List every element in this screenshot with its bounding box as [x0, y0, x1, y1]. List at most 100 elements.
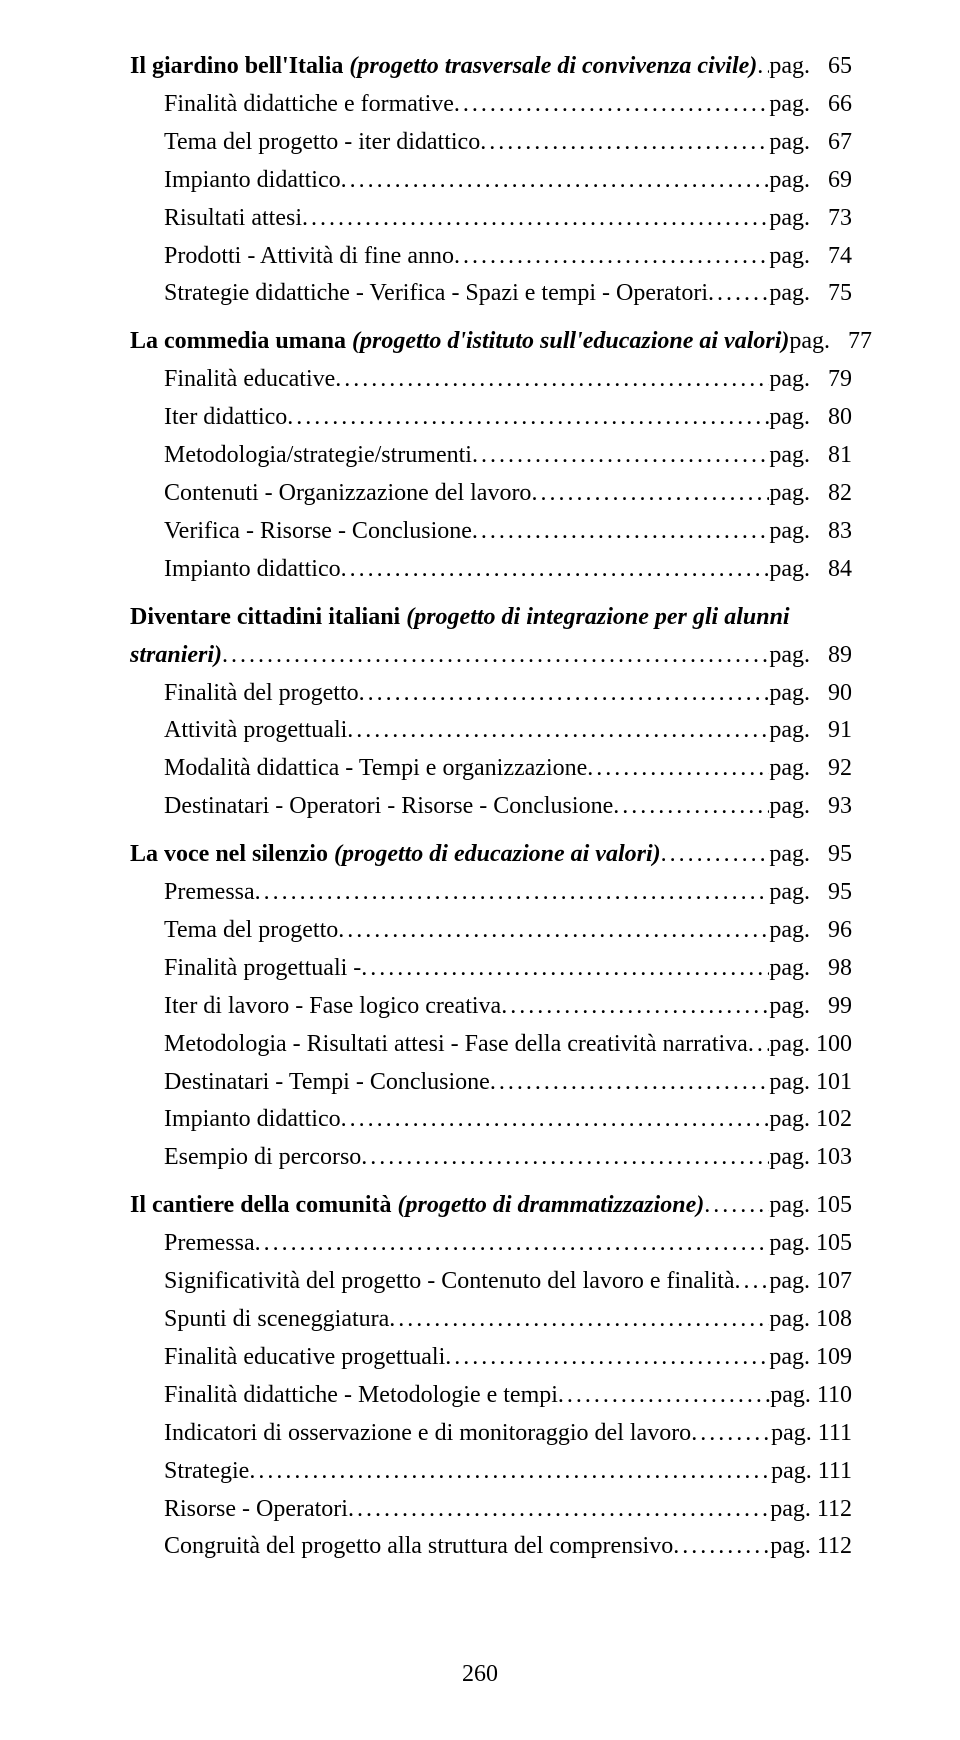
toc-page-ref: pag. 66: [769, 86, 852, 124]
toc-label: Impianto didattico: [164, 162, 341, 200]
toc-subitem: Finalità del progettopag. 90: [164, 675, 852, 713]
toc-subitem: Premessapag. 105: [164, 1225, 852, 1263]
toc-leader: [335, 361, 769, 399]
toc-section-head: La commedia umana (progetto d'istituto s…: [130, 323, 852, 361]
toc-label: Iter di lavoro - Fase logico creativa: [164, 988, 501, 1026]
toc-page-ref: pag. 73: [769, 200, 852, 238]
toc-label: Metodologia/strategie/strumenti: [164, 437, 472, 475]
toc-page-ref: pag. 89: [769, 637, 852, 675]
toc-leader: [661, 836, 770, 874]
toc-label: Il giardino bell'Italia (progetto trasve…: [130, 48, 757, 86]
toc-leader: [302, 200, 769, 238]
toc-label: Verifica - Risorse - Conclusione: [164, 513, 472, 551]
toc-page-ref: pag. 67: [769, 124, 852, 162]
toc-page-ref: pag. 65: [769, 48, 852, 86]
toc-leader: [531, 475, 769, 513]
toc-leader: [361, 950, 769, 988]
toc-label: Strategie didattiche - Verifica - Spazi …: [164, 275, 708, 313]
toc-leader: [348, 1491, 770, 1529]
toc-page-ref: pag. 107: [769, 1263, 852, 1301]
toc-label: Significatività del progetto - Contenuto…: [164, 1263, 735, 1301]
toc-page-ref: pag. 79: [769, 361, 852, 399]
toc-label: Il cantiere della comunità (progetto di …: [130, 1187, 704, 1225]
toc-page-ref: pag. 90: [769, 675, 852, 713]
toc-label: Destinatari - Operatori - Risorse - Conc…: [164, 788, 613, 826]
toc-leader: [748, 1026, 770, 1064]
toc-label: Finalità educative: [164, 361, 335, 399]
toc-page-ref: pag. 112: [770, 1528, 852, 1566]
toc-page-ref: pag. 110: [770, 1377, 852, 1415]
toc-page-ref: pag. 100: [769, 1026, 852, 1064]
toc-leader: [338, 912, 769, 950]
toc-subitem: Indicatori di osservazione e di monitora…: [164, 1415, 852, 1453]
toc-leader: [341, 162, 770, 200]
toc-page-ref: pag. 74: [769, 238, 852, 276]
toc-leader: [249, 1453, 771, 1491]
toc-subitem: Risultati attesipag. 73: [164, 200, 852, 238]
toc-page-ref: pag. 99: [769, 988, 852, 1026]
toc-leader: [389, 1301, 769, 1339]
toc-label: Attività progettuali: [164, 712, 347, 750]
toc-section-head: Il cantiere della comunità (progetto di …: [130, 1187, 852, 1225]
toc-label: Strategie: [164, 1453, 249, 1491]
toc-leader: [341, 1101, 770, 1139]
toc-leader: [454, 238, 769, 276]
toc-subitem: Prodotti - Attività di fine annopag. 74: [164, 238, 852, 276]
toc-subitem: Iter didatticopag. 80: [164, 399, 852, 437]
toc-leader: [735, 1263, 770, 1301]
toc-leader: [347, 712, 769, 750]
toc-leader: [587, 750, 769, 788]
toc-body: Il giardino bell'Italia (progetto trasve…: [130, 48, 852, 1566]
toc-label: Modalità didattica - Tempi e organizzazi…: [164, 750, 587, 788]
toc-label: La voce nel silenzio (progetto di educaz…: [130, 836, 661, 874]
toc-subitem: Impianto didattico pag. 102: [164, 1101, 852, 1139]
toc-leader: [501, 988, 769, 1026]
toc-subitem: Finalità progettuali -pag. 98: [164, 950, 852, 988]
toc-page-ref: pag. 91: [769, 712, 852, 750]
toc-subitem: Impianto didattico pag. 69: [164, 162, 852, 200]
toc-label: Contenuti - Organizzazione del lavoro: [164, 475, 531, 513]
page-container: Il giardino bell'Italia (progetto trasve…: [0, 0, 960, 1740]
toc-label: Impianto didattico: [164, 1101, 341, 1139]
toc-subitem: Finalità didattiche - Metodologie e temp…: [164, 1377, 852, 1415]
toc-label: Destinatari - Tempi - Conclusione: [164, 1064, 490, 1102]
toc-leader: [361, 1139, 769, 1177]
toc-leader: [613, 788, 769, 826]
toc-leader: [472, 513, 769, 551]
toc-leader: [255, 874, 770, 912]
toc-page-ref: pag. 77: [789, 323, 872, 361]
toc-page-ref: pag. 108: [769, 1301, 852, 1339]
toc-page-ref: pag. 92: [769, 750, 852, 788]
toc-label: Finalità progettuali -: [164, 950, 361, 988]
toc-leader: [558, 1377, 770, 1415]
toc-section-head-cont: stranieri) pag. 89: [130, 637, 852, 675]
toc-label: Diventare cittadini italiani (progetto d…: [130, 599, 790, 637]
toc-subitem: Significatività del progetto - Contenuto…: [164, 1263, 852, 1301]
toc-leader: [359, 675, 770, 713]
toc-page-ref: pag. 83: [769, 513, 852, 551]
toc-subitem: Tema del progetto - iter didattico pag. 6…: [164, 124, 852, 162]
toc-leader: [454, 86, 769, 124]
toc-leader: [255, 1225, 770, 1263]
toc-label: Premessa: [164, 1225, 255, 1263]
toc-page-ref: pag. 102: [769, 1101, 852, 1139]
toc-label: Metodologia - Risultati attesi - Fase de…: [164, 1026, 748, 1064]
toc-page-ref: pag. 112: [770, 1491, 852, 1529]
toc-label: Esempio di percorso: [164, 1139, 361, 1177]
toc-page-ref: pag. 80: [769, 399, 852, 437]
toc-subitem: Attività progettuali pag. 91: [164, 712, 852, 750]
toc-subitem: Esempio di percorso pag. 103: [164, 1139, 852, 1177]
toc-subitem: Tema del progettopag. 96: [164, 912, 852, 950]
toc-page-ref: pag. 69: [769, 162, 852, 200]
toc-page-ref: pag. 103: [769, 1139, 852, 1177]
toc-subitem: Iter di lavoro - Fase logico creativa pag…: [164, 988, 852, 1026]
page-number: 260: [0, 1661, 960, 1688]
toc-section-head: Diventare cittadini italiani (progetto d…: [130, 599, 852, 637]
toc-page-ref: pag. 111: [771, 1453, 852, 1491]
toc-section-head: La voce nel silenzio (progetto di educaz…: [130, 836, 852, 874]
toc-label: Tema del progetto - iter didattico: [164, 124, 480, 162]
toc-subitem: Congruità del progetto alla struttura de…: [164, 1528, 852, 1566]
toc-label: stranieri): [130, 637, 222, 675]
toc-subitem: Impianto didatticopag. 84: [164, 551, 852, 589]
toc-page-ref: pag. 109: [769, 1339, 852, 1377]
